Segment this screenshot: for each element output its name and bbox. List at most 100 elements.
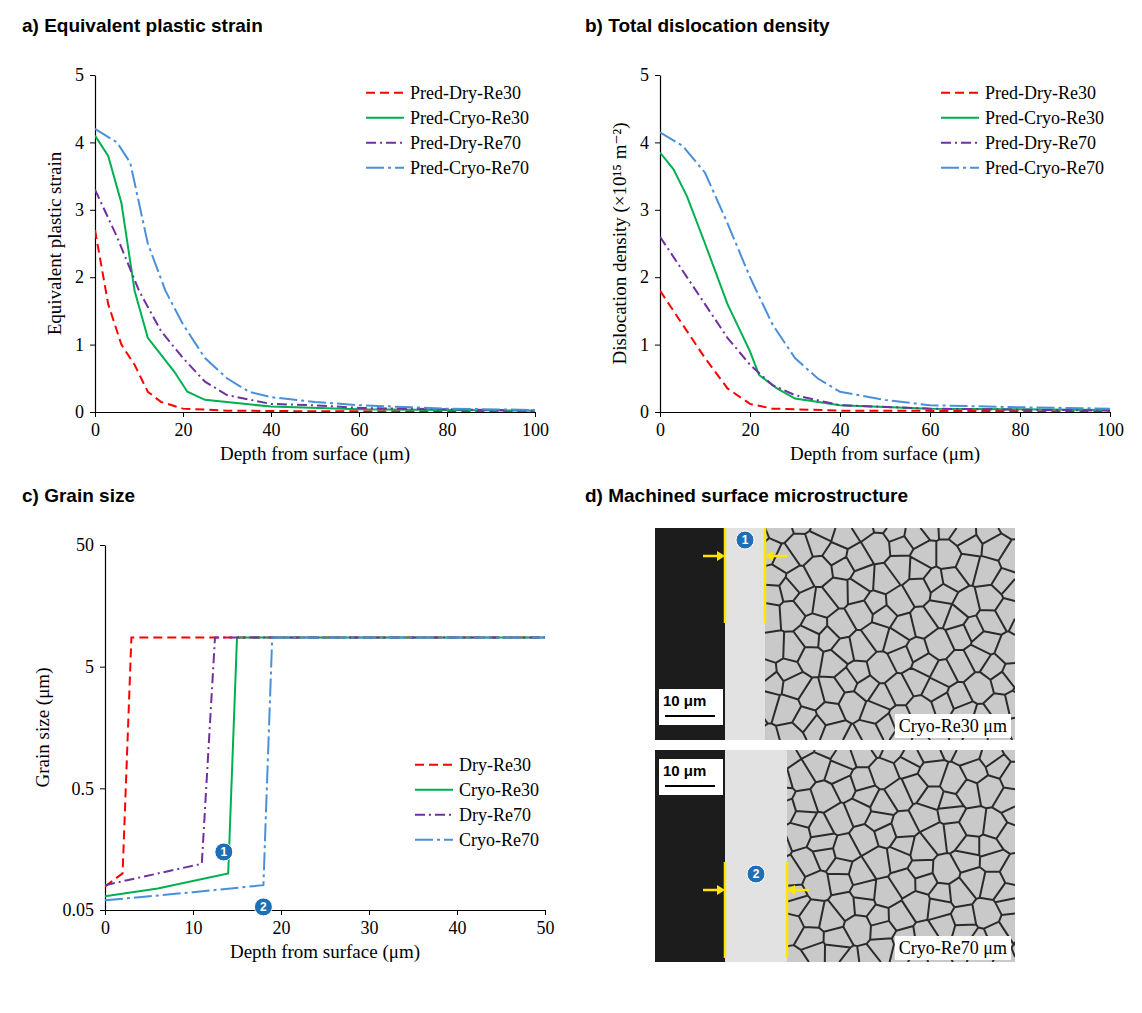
tick: 50: [76, 535, 105, 555]
tick-label: 0: [75, 402, 84, 422]
legend-label: Dry-Re30: [459, 755, 531, 775]
tick-label: 40: [832, 420, 850, 440]
legend-entry: Pred-Cryo-Re30: [366, 108, 529, 128]
tick-label: 50: [537, 918, 555, 938]
axis-line: [96, 412, 536, 413]
series-line: [95, 190, 535, 411]
caption: Cryo-Re70 μm: [895, 936, 1011, 960]
legend-entry: Pred-Dry-Re70: [941, 133, 1096, 153]
plot-area: [105, 637, 545, 900]
plot-area: [660, 132, 1110, 411]
legend-label: Cryo-Re70: [459, 830, 539, 850]
tick-mark: [457, 910, 458, 915]
tick-mark: [655, 210, 660, 211]
tick-mark: [281, 910, 282, 915]
legend-swatch: [415, 839, 453, 841]
x-axis: 020406080100: [656, 412, 1124, 440]
legend-entry: Pred-Cryo-Re70: [941, 158, 1104, 178]
tick-label: 2: [640, 267, 649, 287]
tick-label: 2: [75, 267, 84, 287]
figure: a) Equivalent plastic strain020406080100…: [0, 0, 1142, 1013]
tick: 40: [263, 412, 281, 440]
panel-title: a) Equivalent plastic strain: [22, 15, 263, 36]
legend-label: Dry-Re70: [459, 805, 531, 825]
tick: 3: [640, 200, 660, 220]
caption-ground: [895, 936, 1011, 960]
legend-swatch: [366, 142, 404, 144]
tick-label: 80: [439, 420, 457, 440]
annotation-label: 2: [260, 900, 267, 914]
series-line: [660, 153, 1110, 410]
annotation-marker: [215, 843, 233, 861]
scale-bar-label: 10 μm: [663, 692, 706, 709]
y-axis-title: Dislocation density (×10¹⁵ m⁻²): [609, 123, 631, 365]
scale-bar: 10 μm: [659, 759, 723, 795]
tick-label: 0.05: [63, 900, 95, 920]
tick: 20: [175, 412, 193, 440]
annotation-marker: [254, 898, 272, 916]
tick-label: 3: [640, 200, 649, 220]
tick: 80: [439, 412, 457, 440]
y-axis-title: Equivalent plastic strain: [44, 151, 65, 335]
legend: Pred-Dry-Re30Pred-Cryo-Re30Pred-Dry-Re70…: [366, 83, 529, 178]
tick: 60: [351, 412, 369, 440]
tick-label: 100: [522, 420, 549, 440]
panel: b) Total dislocation density020406080100…: [585, 15, 1124, 465]
tick: 40: [449, 910, 467, 938]
legend-entry: Pred-Cryo-Re30: [941, 108, 1104, 128]
legend-label: Pred-Dry-Re70: [410, 133, 521, 153]
x-axis-title: Depth from surface (μm): [790, 443, 980, 465]
series-line: [95, 129, 535, 410]
micrograph: 210 μmCryo-Re70 μm: [655, 750, 1015, 962]
tick-mark: [930, 412, 931, 417]
series-line: [105, 637, 545, 896]
tick-mark: [193, 910, 194, 915]
tick-mark: [1020, 412, 1021, 417]
tick-label: 1: [640, 335, 649, 355]
tick: 0.5: [72, 779, 106, 799]
tick-mark: [1110, 412, 1111, 417]
tick: 5: [75, 65, 95, 85]
tick: 0: [101, 910, 110, 938]
legend-swatch: [366, 92, 404, 94]
legend-swatch: [366, 167, 404, 169]
legend-entry: Pred-Dry-Re70: [366, 133, 521, 153]
tick: 20: [273, 910, 291, 938]
tick-mark: [447, 412, 448, 417]
tick: 4: [75, 133, 95, 153]
tick: 5: [640, 65, 660, 85]
legend-label: Pred-Cryo-Re30: [985, 108, 1104, 128]
tick: 80: [1012, 412, 1030, 440]
tick-mark: [655, 75, 660, 76]
x-axis-title: Depth from surface (μm): [230, 941, 420, 963]
series-line: [95, 230, 535, 411]
tick: 40: [832, 412, 850, 440]
axis-line: [105, 546, 106, 911]
tick-label: 50: [76, 535, 94, 555]
arrow: [703, 889, 719, 892]
arrow: [703, 555, 719, 558]
panel: c) Grain size010203040500.050.5550Depth …: [22, 485, 555, 963]
tick-mark: [655, 412, 660, 413]
tick-mark: [660, 412, 661, 417]
tick: 2: [640, 267, 660, 287]
caption-ground: [895, 714, 1011, 738]
layer-boundary: [724, 528, 727, 623]
tick-mark: [840, 412, 841, 417]
background: [0, 0, 1142, 1013]
tick-label: 30: [361, 918, 379, 938]
tick-mark: [545, 910, 546, 915]
tick: 4: [640, 133, 660, 153]
marker: [736, 531, 754, 549]
tick-label: 20: [273, 918, 291, 938]
tick: 50: [537, 910, 555, 938]
image-ground: [655, 528, 1015, 740]
legend-label: Pred-Cryo-Re70: [985, 158, 1104, 178]
tick-label: 20: [742, 420, 760, 440]
layer-boundary: [786, 862, 789, 958]
tick: 1: [75, 335, 95, 355]
tick-label: 0: [91, 420, 100, 440]
tick-label: 5: [85, 657, 94, 677]
tick-mark: [90, 277, 95, 278]
scale-bar-line: [665, 715, 715, 717]
